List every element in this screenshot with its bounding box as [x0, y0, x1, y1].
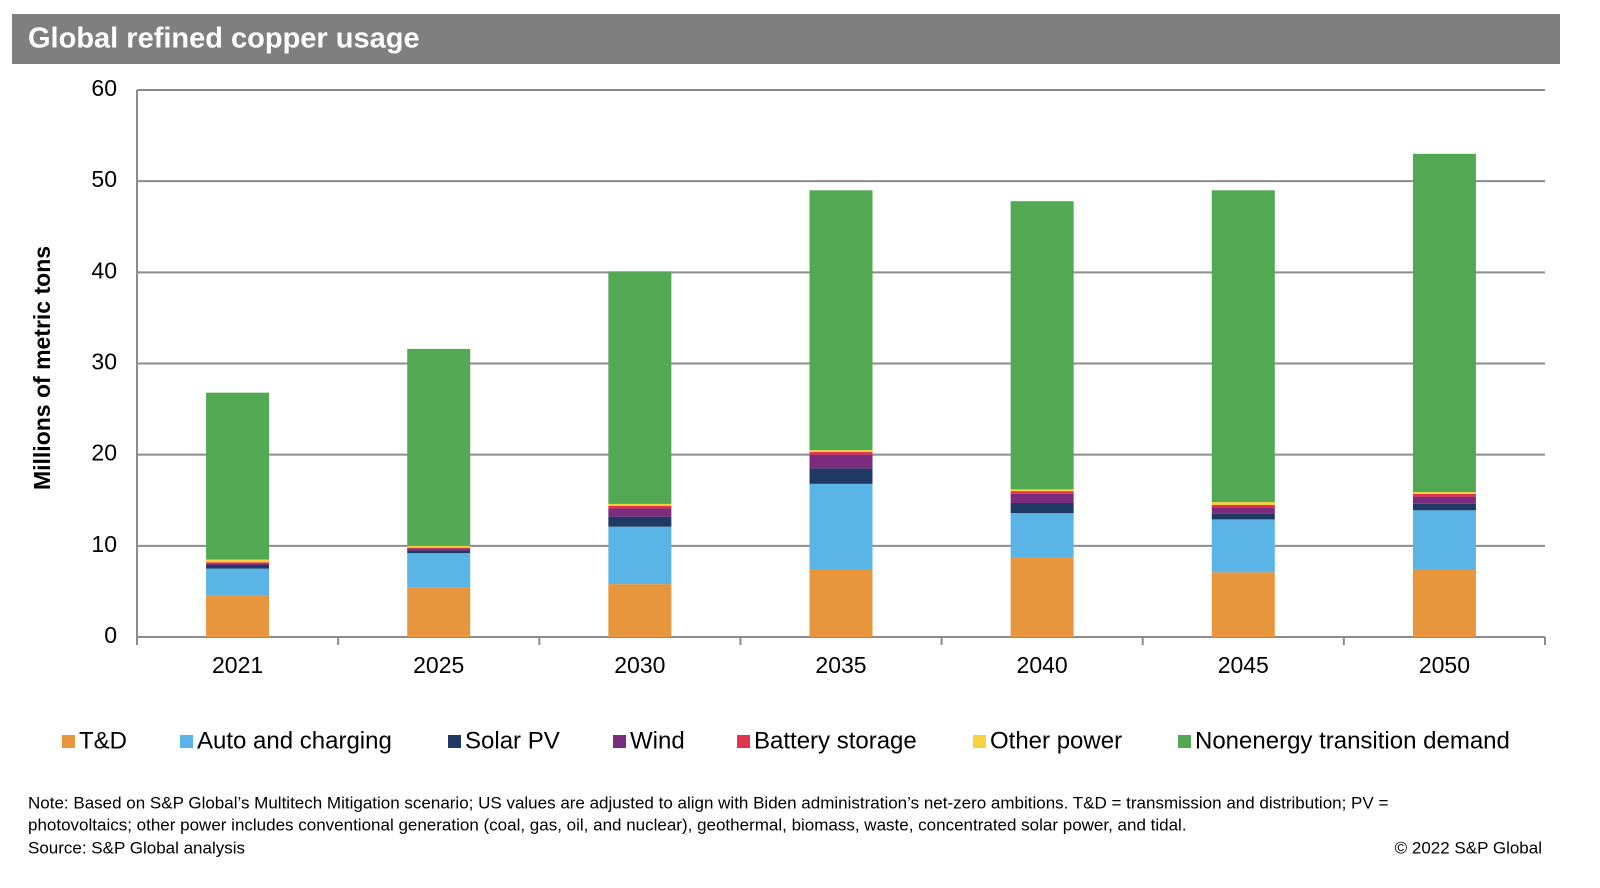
copyright: © 2022 S&P Global	[1395, 838, 1542, 857]
bar-segment	[1010, 493, 1074, 503]
y-tick-label: 10	[91, 531, 117, 557]
bar-segment	[1010, 491, 1074, 494]
legend-swatch	[448, 735, 461, 748]
bar-segment	[1010, 513, 1074, 558]
title-bar	[12, 14, 1560, 64]
bar-segment	[1211, 519, 1275, 573]
bar-segment	[1010, 557, 1074, 637]
bar-segment	[608, 508, 672, 517]
bar-segment	[1412, 569, 1476, 637]
bar-segment	[407, 548, 471, 551]
y-tick-label: 30	[91, 349, 117, 375]
bar-segment	[407, 553, 471, 588]
y-tick-label: 0	[104, 622, 117, 648]
bar-segment	[1211, 513, 1275, 520]
y-tick-label: 50	[91, 166, 117, 192]
bar-segment	[407, 545, 471, 548]
bar-segment	[809, 451, 873, 455]
bar-segment	[1412, 493, 1476, 497]
bar-segment	[407, 587, 471, 637]
bar-segment	[809, 190, 873, 451]
bar-segment	[1010, 489, 1074, 492]
note: Note: Based on S&P Global’s Multitech Mi…	[28, 793, 1388, 812]
bar-segment	[206, 562, 270, 564]
y-tick-label: 20	[91, 440, 117, 466]
bar-segment	[1211, 502, 1275, 505]
legend-swatch	[62, 735, 75, 748]
bar-segment	[206, 564, 270, 569]
legend-label: Other power	[990, 727, 1122, 754]
bar-segment	[206, 595, 270, 637]
bar-segment	[407, 348, 471, 546]
x-tick-label: 2045	[1218, 652, 1269, 678]
bar-segment	[809, 483, 873, 570]
legend-swatch	[737, 735, 750, 748]
legend-label: Nonenergy transition demand	[1195, 727, 1510, 754]
bar-segment	[206, 392, 270, 560]
bar-segment	[206, 559, 270, 563]
note: photovoltaics; other power includes conv…	[28, 815, 1187, 834]
legend-label: Solar PV	[465, 727, 560, 754]
bar-segment	[809, 569, 873, 637]
x-tick-label: 2025	[413, 652, 464, 678]
legend-swatch	[1178, 735, 1191, 748]
x-tick-label: 2035	[815, 652, 866, 678]
legend-swatch	[973, 735, 986, 748]
bar-segment	[608, 271, 672, 504]
bar-segment	[407, 550, 471, 554]
bar-segment	[809, 454, 873, 469]
source: Source: S&P Global analysis	[28, 838, 245, 857]
x-tick-label: 2030	[614, 652, 665, 678]
bar-segment	[1211, 190, 1275, 503]
bar-segment	[608, 584, 672, 637]
bar-segment	[1211, 507, 1275, 514]
bar-segment	[1412, 496, 1476, 504]
bar-segment	[1412, 153, 1476, 493]
legend-swatch	[613, 735, 626, 748]
bar-segment	[1211, 504, 1275, 508]
bar-segment	[206, 568, 270, 596]
bar-segment	[608, 526, 672, 585]
bar-segment	[1412, 503, 1476, 511]
chart-title: Global refined copper usage	[28, 23, 420, 55]
y-axis-label: Millions of metric tons	[29, 246, 55, 490]
bar-segment	[608, 505, 672, 509]
bar-segment	[1211, 572, 1275, 637]
bar-segment	[608, 503, 672, 506]
x-tick-label: 2021	[212, 652, 263, 678]
bar-segment	[1010, 502, 1074, 514]
bar-segment	[1412, 510, 1476, 570]
bar-segment	[407, 547, 471, 549]
x-tick-label: 2040	[1017, 652, 1068, 678]
x-tick-label: 2050	[1419, 652, 1470, 678]
legend-label: Battery storage	[754, 727, 917, 754]
legend-label: T&D	[79, 727, 127, 754]
bar-segment	[206, 563, 270, 565]
bar-segment	[1010, 201, 1074, 490]
legend-swatch	[180, 735, 193, 748]
legend-label: Auto and charging	[197, 727, 392, 754]
legend-label: Wind	[630, 727, 685, 754]
bar-segment	[608, 516, 672, 527]
bar-segment	[809, 468, 873, 484]
bar-segment	[1412, 492, 1476, 494]
y-tick-label: 40	[91, 257, 117, 283]
y-tick-label: 60	[91, 75, 117, 101]
bar-segment	[809, 450, 873, 452]
